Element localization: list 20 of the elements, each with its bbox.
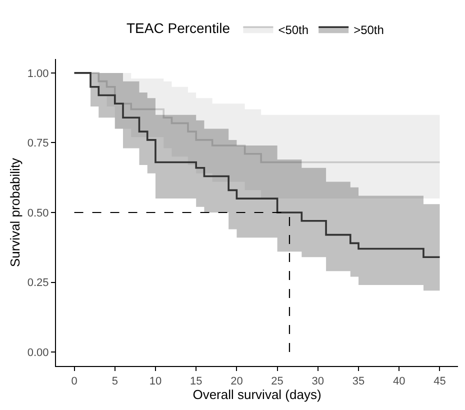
y-tick-label: 0.25: [27, 277, 49, 290]
legend-label: <50th: [278, 22, 309, 37]
y-axis-title: Survival probability: [7, 157, 22, 268]
x-tick-label: 30: [312, 375, 324, 388]
x-tick-label: 35: [352, 375, 365, 388]
x-tick-label: 25: [271, 375, 284, 388]
y-tick-label: 0.50: [27, 207, 49, 220]
x-tick-label: 20: [230, 375, 243, 388]
x-tick-label: 45: [434, 375, 446, 388]
x-tick-label: 0: [71, 375, 78, 388]
legend-label: >50th: [354, 22, 384, 37]
y-tick-label: 0.75: [27, 138, 49, 150]
x-tick-label: 40: [392, 375, 406, 388]
x-tick-label: 5: [112, 375, 118, 388]
legend-title: TEAC Percentile: [126, 20, 230, 36]
y-tick-label: 1.00: [27, 68, 49, 80]
y-tick-label: 0.00: [27, 346, 49, 359]
x-tick-label: 15: [190, 375, 202, 388]
x-axis-title: Overall survival (days): [192, 387, 322, 402]
x-tick-label: 10: [149, 375, 162, 388]
